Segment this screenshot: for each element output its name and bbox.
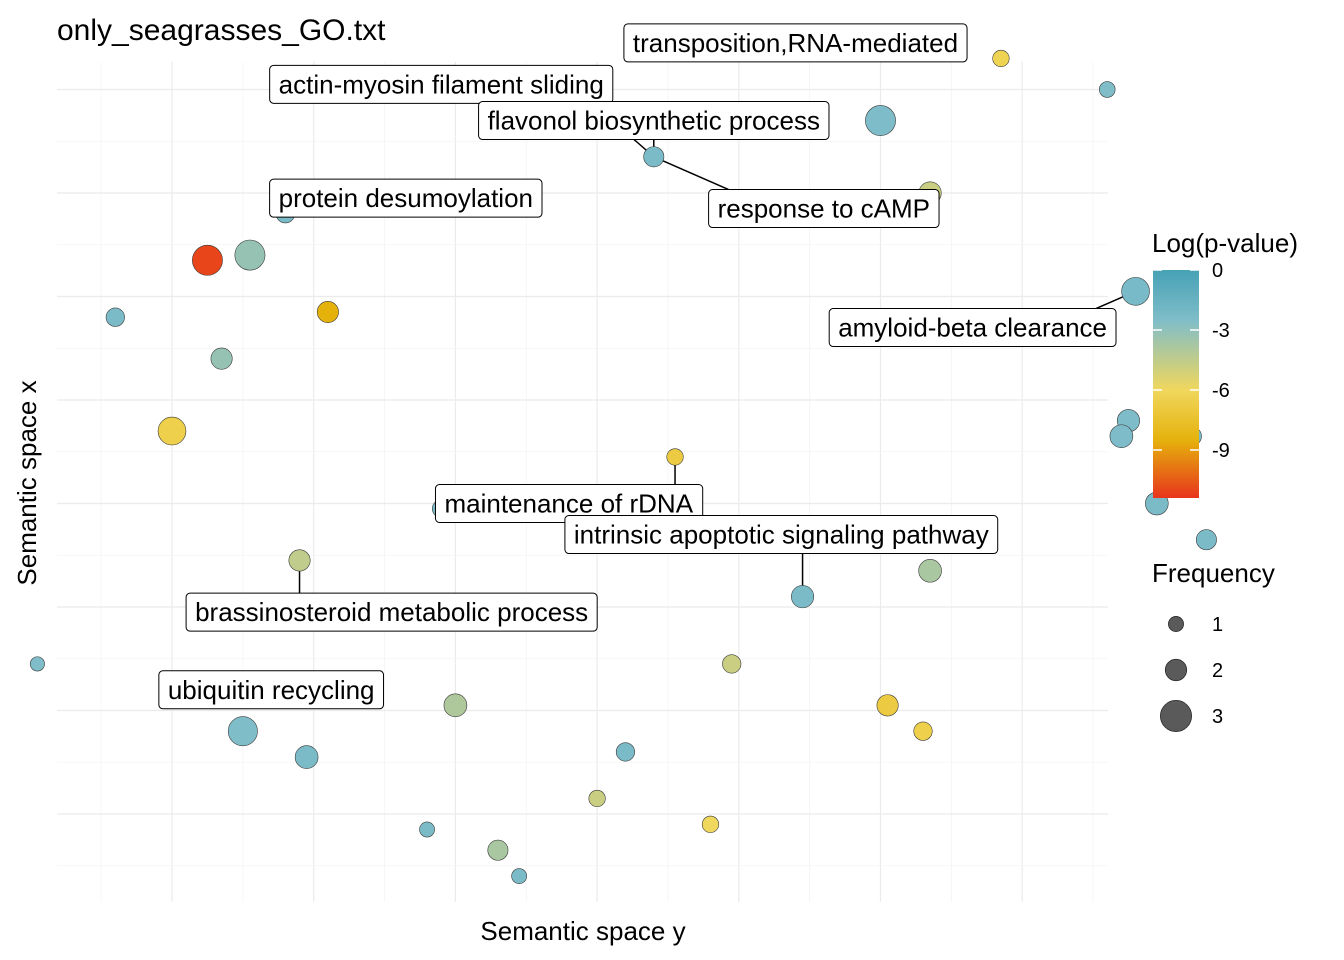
data-point [511,868,528,884]
point-label-box [158,670,385,710]
point-label-box [185,592,598,632]
size-legend-label: 2 [1212,660,1223,682]
plot-grid [57,62,1108,902]
color-legend-tick-label: -3 [1212,320,1230,342]
data-point [157,416,187,446]
point-label-text: transposition,RNA-mediated [633,28,958,58]
color-legend-tick-label: -6 [1212,380,1230,402]
point-label-box [708,189,940,229]
point-label-text: ubiquitin recycling [168,675,375,705]
data-point [443,693,468,718]
data-point [588,789,606,808]
size-legend-label: 3 [1212,706,1223,728]
data-point [876,694,899,717]
data-point [666,448,684,466]
data-point [791,585,815,609]
size-legend: Frequency 1 2 3 [1152,558,1275,732]
point-label-text: intrinsic apoptotic signaling pathway [574,520,989,550]
data-point [487,839,509,861]
point-label-box [478,101,830,141]
data-point [643,146,665,168]
point-label-box [623,23,968,63]
point-label-box [564,515,999,555]
size-legend-label: 1 [1212,614,1223,636]
data-point [210,347,233,370]
data-point [29,656,45,672]
data-point [913,721,933,741]
size-legend-key [1168,616,1184,632]
point-label-box [269,64,614,104]
data-point [1098,81,1116,98]
data-point [1121,277,1150,306]
data-point [918,559,942,583]
data-point [722,654,742,674]
color-legend-title: Log(p-value) [1152,228,1298,258]
data-point [865,105,896,136]
point-labels: actin-myosin filament sliding transpositi… [158,23,1117,710]
data-point [615,742,635,762]
point-label-text: flavonol biosynthetic process [488,106,820,136]
data-point [227,716,258,747]
size-legend-title: Frequency [1152,558,1275,588]
color-legend-tick-label: 0 [1212,260,1223,282]
data-point [294,745,319,769]
data-point [234,239,266,271]
point-label-text: maintenance of rDNA [444,489,693,519]
color-legend: Log(p-value) 0 -3 -6 -9 [1152,228,1298,498]
data-point [288,549,311,572]
data-point [105,307,125,327]
data-point [419,821,435,838]
point-label-box [269,178,543,218]
data-point [992,49,1010,68]
label-connector-line [653,156,729,191]
point-label-text: protein desumoylation [279,183,533,213]
size-legend-key [1160,700,1192,732]
color-legend-bar [1153,270,1199,498]
color-legend-tick-label: -9 [1212,440,1230,462]
data-point [192,244,223,276]
point-label-text: amyloid-beta clearance [838,313,1107,343]
chart-title: only_seagrasses_GO.txt [57,14,386,47]
point-label-text: actin-myosin filament sliding [279,69,604,99]
data-point [1195,529,1217,551]
point-label-box [828,308,1117,348]
y-axis-title: Semantic space x [12,380,42,585]
x-axis-title: Semantic space y [480,916,685,946]
data-point [701,815,720,833]
size-legend-key [1164,658,1188,682]
point-label-text: response to cAMP [718,194,930,224]
point-label-text: brassinosteroid metabolic process [195,597,588,627]
data-point [316,301,339,324]
data-point [1109,424,1134,448]
